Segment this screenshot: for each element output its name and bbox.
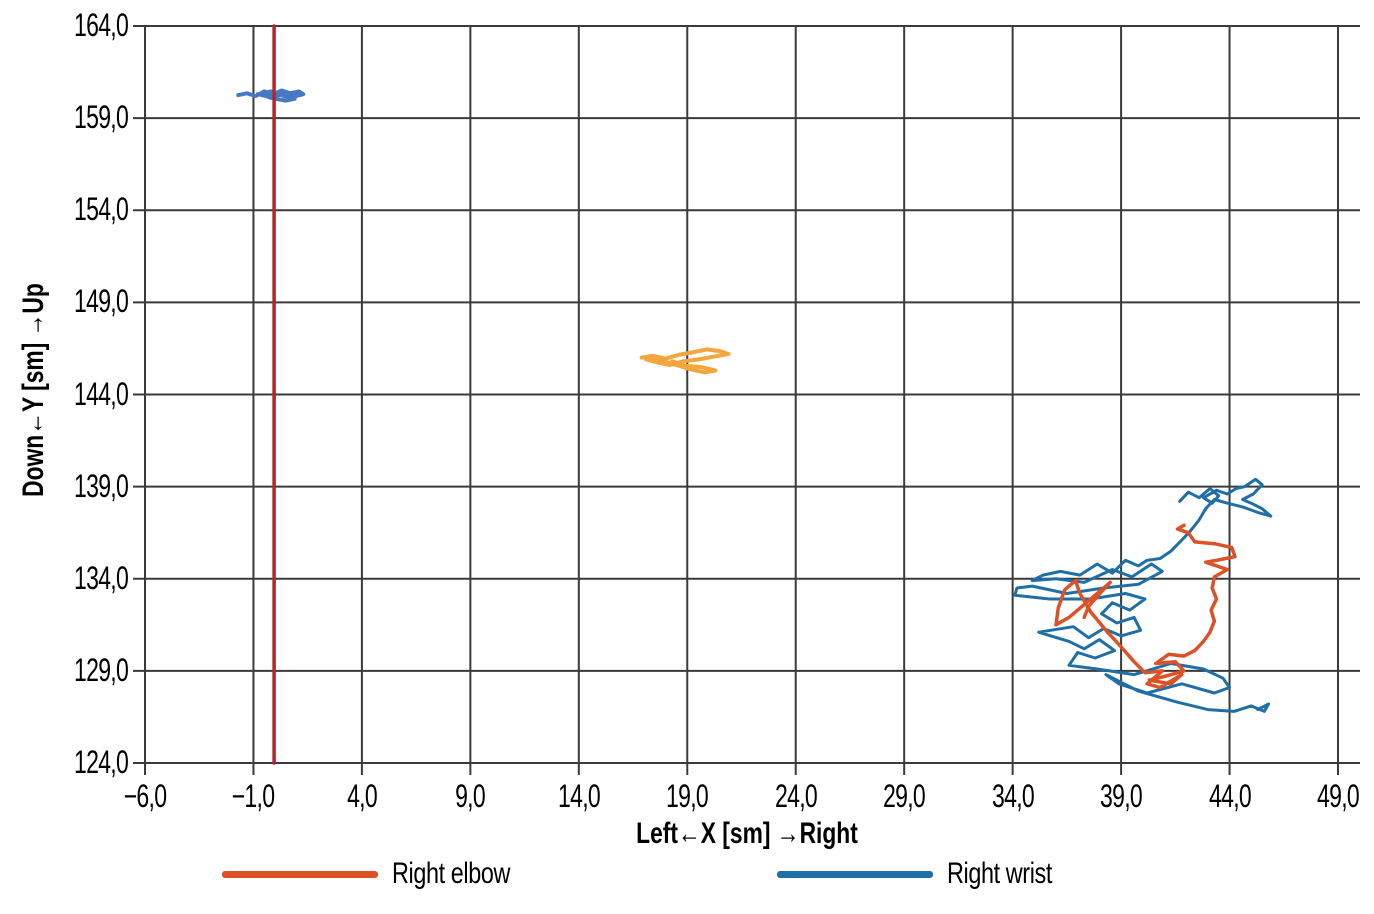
y-axis-label: Down←Y [sm] →Up — [17, 283, 50, 497]
unlabeled-yellow-cluster — [639, 347, 731, 375]
right-wrist-upper-cluster — [236, 88, 306, 103]
legend-item-right-elbow: Right elbow — [222, 852, 543, 896]
legend-label: Right wrist — [947, 857, 1052, 890]
x-axis-label: Left←X [sm] →Right — [636, 817, 858, 850]
right-wrist-trajectory — [1013, 477, 1273, 713]
legend: Right elbow Right wrist — [0, 852, 1374, 898]
legend-line-swatch — [777, 870, 933, 878]
legend-item-right-wrist: Right wrist — [777, 852, 1082, 896]
right-elbow-trajectory — [1054, 523, 1237, 690]
legend-line-swatch — [222, 870, 378, 878]
legend-label: Right elbow — [392, 857, 510, 890]
